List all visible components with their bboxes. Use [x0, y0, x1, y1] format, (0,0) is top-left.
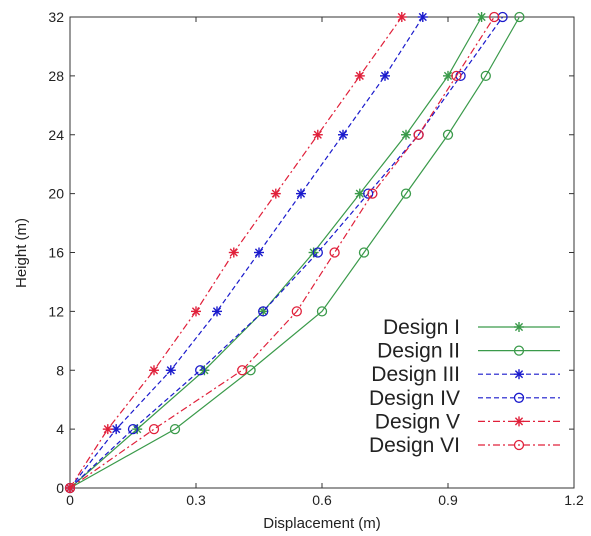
data-point — [149, 365, 159, 376]
data-point — [514, 11, 525, 23]
data-point — [354, 70, 365, 81]
data-point — [480, 70, 491, 82]
legend-marker — [514, 369, 524, 380]
series-6 — [64, 11, 500, 494]
y-tick-label: 4 — [56, 421, 64, 437]
legend-label: Design VI — [369, 434, 460, 457]
data-point — [237, 365, 248, 376]
data-point — [296, 188, 306, 199]
data-point — [451, 70, 462, 82]
data-point — [316, 306, 328, 317]
data-point — [413, 129, 424, 140]
legend-item: Design V — [375, 410, 560, 433]
data-point — [489, 11, 500, 23]
data-point — [338, 129, 348, 140]
data-point — [127, 423, 139, 435]
x-tick-label: 0 — [66, 492, 74, 508]
legend-item: Design I — [383, 316, 560, 339]
series-line — [69, 16, 504, 489]
legend-label: Design I — [383, 316, 460, 339]
data-point — [400, 188, 412, 199]
y-tick-label: 12 — [48, 303, 64, 319]
y-tick-label: 16 — [48, 245, 64, 261]
data-point — [443, 70, 453, 81]
legend-label: Design V — [375, 410, 460, 433]
data-point — [476, 12, 487, 22]
y-tick-label: 20 — [48, 186, 64, 202]
data-point — [329, 247, 340, 258]
data-point — [212, 306, 222, 317]
x-tick-label: 0.6 — [312, 492, 332, 508]
y-tick-label: 28 — [48, 68, 64, 84]
data-point — [195, 365, 206, 376]
legend-marker — [514, 416, 524, 427]
data-point — [64, 482, 76, 494]
legend-item: Design III — [371, 363, 560, 386]
data-point — [442, 129, 454, 140]
data-point — [380, 70, 390, 81]
data-point — [169, 423, 181, 435]
legend-label: Design III — [371, 363, 460, 386]
data-point — [312, 247, 323, 258]
x-tick-label: 1.2 — [564, 492, 584, 508]
y-axis-label: Height (m) — [13, 218, 30, 288]
data-point — [228, 247, 239, 258]
legend-marker — [513, 439, 525, 451]
data-point — [358, 247, 370, 258]
data-point — [417, 12, 428, 22]
data-point — [367, 188, 378, 199]
legend-label: Design II — [377, 340, 460, 363]
legend-item: Design II — [377, 340, 560, 363]
x-axis-label: Displacement (m) — [263, 515, 381, 532]
data-point — [291, 306, 302, 317]
data-point — [148, 423, 160, 435]
x-tick-label: 0.3 — [186, 492, 206, 508]
data-point — [102, 424, 113, 435]
series-line — [69, 16, 520, 489]
axis-ticks: 0 0.3 0.6 0.9 1.2 0 4 8 12 16 20 24 28 32 — [48, 9, 584, 508]
data-point — [191, 306, 201, 317]
legend-label: Design IV — [369, 387, 460, 410]
data-point — [363, 188, 374, 199]
data-point — [401, 129, 411, 140]
data-point — [111, 424, 122, 435]
series-5 — [65, 12, 407, 493]
data-point — [254, 247, 264, 258]
y-tick-label: 24 — [48, 127, 64, 143]
y-tick-label: 32 — [48, 9, 64, 25]
data-point — [270, 188, 281, 199]
legend-marker — [513, 392, 525, 403]
data-point — [396, 12, 407, 22]
y-tick-label: 8 — [56, 362, 64, 378]
data-point — [258, 306, 269, 317]
y-tick-label: 0 — [56, 480, 64, 496]
series-lines — [64, 11, 525, 494]
legend-marker — [513, 345, 525, 356]
series-line — [69, 16, 495, 489]
legend-item: Design IV — [369, 387, 560, 410]
legend-item: Design VI — [369, 434, 560, 457]
legend-marker — [514, 322, 524, 332]
data-point — [312, 129, 323, 140]
x-tick-label: 0.9 — [438, 492, 458, 508]
data-point — [165, 365, 176, 376]
